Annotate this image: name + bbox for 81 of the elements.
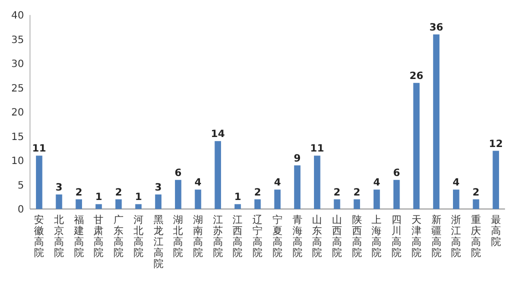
x-tick-label: 湖南高院	[192, 214, 203, 259]
data-label: 6	[174, 168, 182, 179]
x-tick-label: 山西高院	[332, 214, 342, 259]
y-tick-label: 40	[11, 10, 24, 22]
x-tick-label: 安徽高院	[34, 214, 44, 259]
bar	[115, 199, 122, 209]
data-label: 11	[32, 144, 46, 155]
data-label: 3	[56, 182, 63, 194]
bar	[433, 34, 440, 209]
data-label: 2	[353, 187, 360, 198]
bar	[96, 204, 102, 209]
y-tick-label: 30	[11, 59, 24, 70]
y-tick-label: 15	[11, 132, 24, 143]
x-tick-label: 上海高院	[372, 214, 382, 259]
data-label: 14	[210, 129, 225, 140]
x-tick-label: 浙江高院	[451, 214, 462, 259]
data-label: 6	[393, 168, 400, 179]
x-tick-label: 陕西高院	[352, 214, 362, 259]
data-label: 4	[452, 178, 460, 189]
bar	[314, 156, 320, 209]
bar	[135, 204, 142, 209]
data-label: 4	[274, 178, 281, 189]
data-label: 2	[115, 187, 122, 198]
bar	[254, 199, 261, 209]
data-label: 11	[310, 144, 324, 155]
data-label: 26	[409, 70, 424, 82]
bar	[354, 199, 360, 209]
data-label: 2	[254, 187, 262, 198]
x-tick-label: 黑龙江高院	[153, 215, 164, 270]
x-tick-label: 四川高院	[392, 215, 402, 259]
data-label: 2	[75, 187, 82, 198]
x-tick-label: 江苏高院	[212, 214, 223, 259]
x-tick-label: 山东高院	[312, 214, 322, 259]
x-tick-label: 辽宁高院	[252, 214, 263, 259]
data-label: 12	[488, 138, 503, 150]
bar	[174, 180, 182, 209]
y-tick-label: 5	[18, 180, 24, 192]
y-tick-label: 20	[11, 108, 24, 118]
data-label: 9	[294, 153, 301, 164]
bar	[274, 190, 281, 209]
bar	[472, 199, 480, 209]
data-label: 36	[429, 22, 444, 34]
bar	[334, 199, 340, 209]
bar	[214, 141, 222, 209]
data-label: 2	[472, 187, 480, 198]
x-tick-label: 广东高院	[114, 214, 124, 259]
x-tick-label: 天津高院	[411, 215, 422, 259]
x-tick-label: 青海高院	[292, 214, 302, 259]
y-tick-label: 10	[11, 156, 24, 167]
bar	[393, 180, 400, 209]
bar	[36, 156, 42, 209]
bar	[452, 190, 460, 209]
x-tick-label: 北京高院	[54, 214, 64, 259]
bar	[155, 194, 162, 209]
bar	[56, 194, 62, 209]
data-label: 4	[373, 178, 380, 189]
x-tick-label: 湖北高院	[173, 214, 184, 259]
data-label: 1	[134, 192, 142, 204]
x-tick-label: 甘肃高院	[94, 214, 104, 259]
bar	[492, 150, 500, 209]
x-tick-label: 重庆高院	[471, 214, 482, 259]
data-label: 4	[194, 178, 202, 189]
bar	[413, 82, 420, 209]
bar	[76, 199, 82, 209]
y-tick-label: 0	[18, 204, 24, 216]
x-tick-label: 最高院	[490, 215, 501, 248]
data-label: 1	[234, 192, 242, 204]
y-tick-label: 35	[11, 34, 24, 46]
x-tick-label: 新疆高院	[431, 214, 442, 259]
data-label: 1	[95, 192, 102, 204]
x-tick-label: 江西高院	[232, 214, 243, 259]
bar	[194, 190, 202, 209]
data-label: 3	[154, 182, 162, 194]
y-tick-label: 25	[11, 83, 24, 94]
data-label: 2	[334, 187, 341, 198]
x-tick-label: 福建高院	[72, 214, 84, 259]
x-tick-label: 宁夏高院	[272, 214, 282, 259]
bar	[294, 165, 300, 209]
x-tick-label: 河北高院	[133, 214, 144, 259]
bar	[374, 190, 380, 209]
bar	[234, 204, 241, 209]
